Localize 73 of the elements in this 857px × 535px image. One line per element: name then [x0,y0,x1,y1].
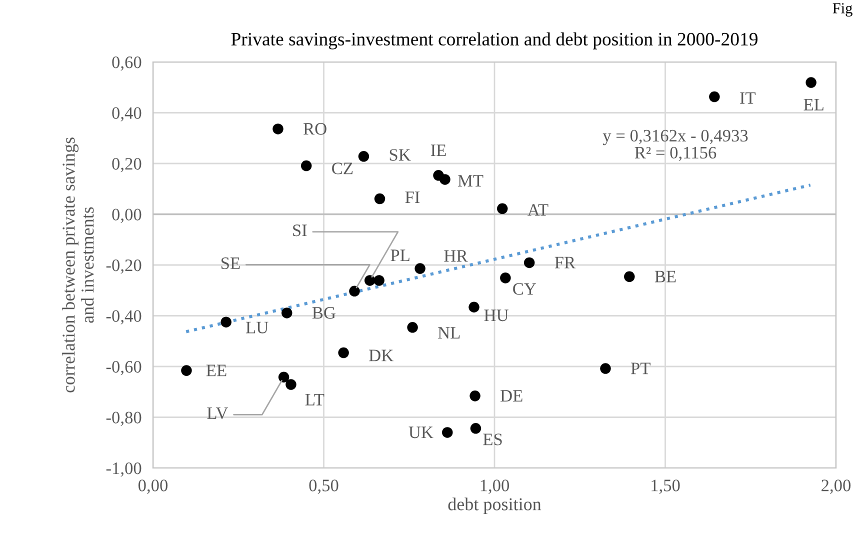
data-label: BG [312,307,336,319]
point [600,363,611,374]
data-label: PT [630,362,650,374]
data-label: PL [390,250,410,262]
point [468,302,480,312]
data-label: SI [293,224,307,236]
data-label: FR [554,256,576,268]
point [374,275,384,286]
y-tick-label: 0,60 [112,56,142,71]
point [496,203,508,214]
data-label: LT [305,394,324,406]
data-label: CY [513,283,536,295]
data-label: MT [458,175,484,186]
x-tick-label: 0,00 [138,480,168,494]
point [181,365,192,376]
y-tick-label: -0,20 [106,259,142,274]
x-axis-title: debt position [448,498,542,514]
data-label: UK [408,426,434,438]
y-tick-label: -0,60 [106,360,142,376]
data-label: IE [430,144,446,156]
data-label: AT [528,204,548,216]
point [358,151,370,162]
data-label: NL [438,327,460,339]
data-label: HR [444,250,468,262]
point [281,308,292,318]
data-label: SK [390,149,411,161]
point [470,390,480,402]
data-label: FI [405,192,420,203]
point [470,423,482,434]
data-label: RO [303,123,326,135]
y-tick-label: 0,40 [112,107,142,122]
data-label: LU [246,322,268,334]
point [349,286,360,297]
data-label: EL [804,98,824,110]
text: Fig [832,3,852,17]
point [442,427,453,438]
y-tick-label: -0,40 [106,310,142,324]
x-tick-label: 2,00 [822,480,851,494]
x-tick-label: 0,50 [309,480,338,494]
chart-title: Private savings-investment correlation and debt position in 2000-2019 [231,32,758,50]
point [338,347,349,358]
point [407,322,418,333]
point [440,174,450,185]
data-label: LV [207,407,228,420]
data-label: HU [484,310,508,322]
data-label: SE [222,257,240,270]
point [414,263,426,274]
point [500,272,511,284]
data-label: BE [654,270,676,282]
point [624,271,635,282]
data-label: DK [369,350,394,362]
x-tick-label: 1,50 [652,480,680,494]
annotation: y = 0,3162x - 0,4933 R² = 0,1156 [602,130,748,162]
data-label: DE [500,390,522,402]
point [806,77,816,88]
y-tick-label: -1,00 [106,462,142,477]
x-tick-label: 1,00 [480,480,510,494]
point [300,160,312,172]
y-tick-label: -0,80 [106,412,142,426]
data-label: ES [483,434,502,446]
data-label: IT [740,92,756,104]
data-label: EE [206,364,226,376]
y-tick-label: 0,00 [112,208,142,223]
point [278,372,290,383]
point [374,193,386,204]
point [220,316,232,328]
point [709,91,720,102]
point [286,379,296,390]
point [524,257,535,268]
data-label: CZ [332,162,353,174]
y-axis-title: correlation between private savings and investments [62,138,94,392]
y-tick-label: 0,20 [112,158,142,172]
point [272,124,284,134]
